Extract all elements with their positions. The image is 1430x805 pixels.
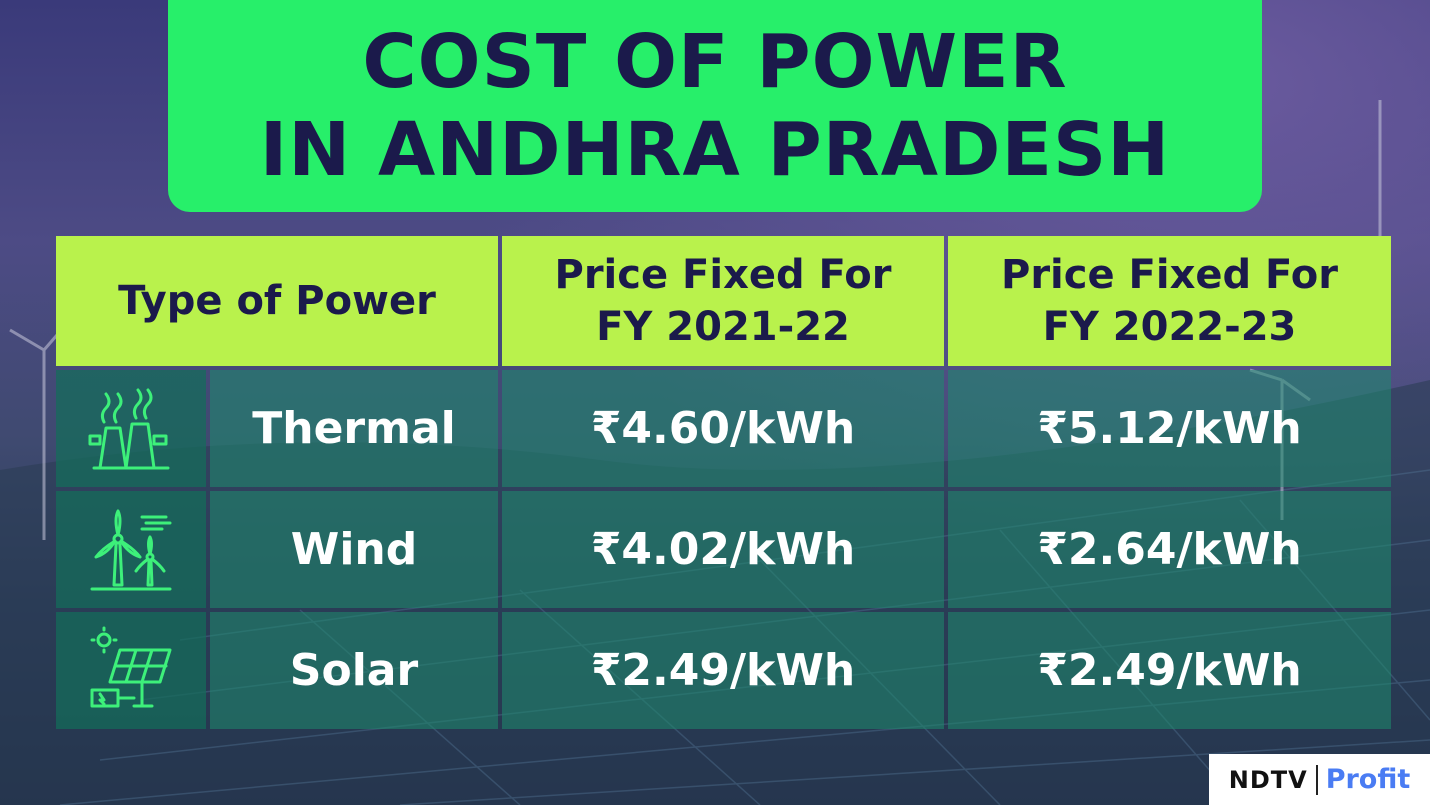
type-cell-wind: Wind (210, 491, 498, 608)
type-cell-solar: Solar (210, 612, 498, 729)
price-cell-thermal-fy2122: ₹4.60/kWh (502, 370, 944, 487)
price-cell-wind-fy2223: ₹2.64/kWh (948, 491, 1391, 608)
solar-panel-icon (56, 612, 206, 729)
header-fy-2021-22: Price Fixed For FY 2021-22 (502, 236, 944, 366)
logo-divider (1315, 764, 1318, 795)
ndtv-profit-logo: NDTV Profit (1209, 754, 1430, 805)
logo-brand: NDTV (1228, 765, 1308, 794)
header-type-of-power: Type of Power (56, 236, 498, 366)
logo-product: Profit (1325, 764, 1411, 795)
price-cell-solar-fy2122: ₹2.49/kWh (502, 612, 944, 729)
header-label-line-2: FY 2022-23 (1042, 304, 1297, 350)
type-cell-thermal: Thermal (210, 370, 498, 487)
price-cell-solar-fy2223: ₹2.49/kWh (948, 612, 1391, 729)
title-line-1: COST OF POWER (362, 19, 1068, 105)
header-label-line-2: FY 2021-22 (596, 304, 850, 350)
title-line-2: IN ANDHRA PRADESH (259, 107, 1171, 193)
header-label: Type of Power (118, 278, 436, 324)
price-cell-wind-fy2122: ₹4.02/kWh (502, 491, 944, 608)
header-label-line-1: Price Fixed For (554, 252, 892, 298)
thermal-plant-icon (56, 370, 206, 487)
title-banner: COST OF POWER IN ANDHRA PRADESH (168, 0, 1262, 212)
wind-turbine-icon (56, 491, 206, 608)
header-fy-2022-23: Price Fixed For FY 2022-23 (948, 236, 1391, 366)
price-cell-thermal-fy2223: ₹5.12/kWh (948, 370, 1391, 487)
header-label-line-1: Price Fixed For (1001, 252, 1338, 298)
